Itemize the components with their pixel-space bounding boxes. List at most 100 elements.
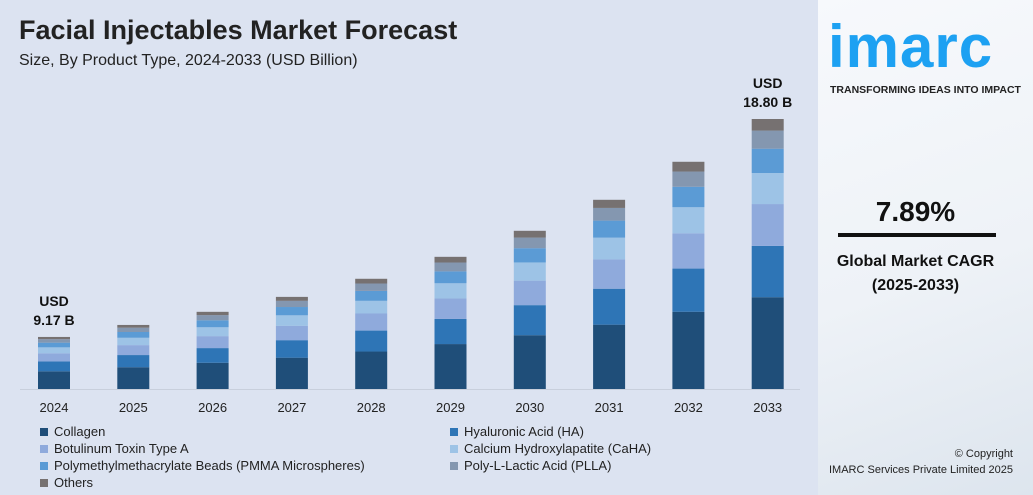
bar-segment-2026-5: [196, 315, 229, 321]
bar-segment-2029-1: [434, 318, 467, 345]
bar-segment-2030-3: [513, 262, 546, 281]
bar-segment-2031-4: [593, 220, 626, 238]
bar-segment-2030-2: [513, 280, 546, 306]
legend-label: Botulinum Toxin Type A: [54, 441, 189, 456]
bar-segment-2032-0: [672, 311, 705, 389]
bar-segment-2033-5: [751, 130, 784, 149]
bar-segment-2028-2: [355, 313, 388, 331]
legend-item: Others: [40, 475, 450, 491]
bar-segment-2030-1: [513, 305, 546, 336]
x-tick-label: 2028: [357, 400, 386, 415]
bar-segment-2031-5: [593, 207, 626, 221]
bar-segment-2024-0: [38, 371, 70, 389]
cagr-label: Global Market CAGR (2025-2033): [818, 250, 1013, 298]
legend-label: Hyaluronic Acid (HA): [464, 424, 584, 439]
legend-label: Polymethylmethacrylate Beads (PMMA Micro…: [54, 458, 365, 473]
bar-segment-2033-1: [751, 245, 784, 298]
bar-segment-2025-1: [117, 355, 150, 368]
bar-segment-2025-0: [117, 367, 150, 389]
x-tick-label: 2033: [753, 400, 782, 415]
x-tick-label: 2026: [198, 400, 227, 415]
bar-segment-2027-5: [275, 300, 308, 308]
legend-swatch: [40, 479, 48, 487]
legend-swatch: [450, 428, 458, 436]
legend-label: Collagen: [54, 424, 106, 439]
copyright-line2: IMARC Services Private Limited 2025: [828, 464, 1013, 476]
bar-segment-2030-0: [513, 335, 546, 389]
bar-segment-2025-5: [117, 327, 150, 332]
divider: [838, 233, 996, 237]
bar-segment-2031-0: [593, 324, 626, 389]
bar-segment-2029-3: [434, 283, 467, 299]
bar-chart: 2024 2025 2026 2027 2028 2029 2030 2031 2032 2033…: [20, 75, 800, 415]
bar-segment-2030-5: [513, 237, 546, 249]
x-tick-label: 2029: [436, 400, 465, 415]
bar-segment-2028-1: [355, 330, 388, 352]
bar-segment-2031-1: [593, 288, 626, 325]
bar-segment-2033-0: [751, 297, 784, 389]
x-tick-label: 2031: [595, 400, 624, 415]
bar-segment-2029-5: [434, 262, 467, 272]
bar-segment-2026-6: [196, 311, 229, 316]
bar-segment-2025-4: [117, 331, 150, 338]
legend-item: Collagen: [40, 424, 450, 440]
bar-segment-2032-1: [672, 268, 705, 312]
bar-segment-2032-6: [672, 161, 705, 172]
bar-segment-2025-6: [117, 324, 150, 328]
x-tick-label: 2030: [515, 400, 544, 415]
legend-swatch: [40, 462, 48, 470]
legend: Collagen Hyaluronic Acid (HA) Botulinum To…: [40, 424, 740, 491]
bar-segment-2027-1: [275, 340, 308, 358]
bar-segment-2029-0: [434, 344, 467, 389]
bar-segment-2031-6: [593, 199, 626, 208]
bar-segment-2028-3: [355, 300, 388, 314]
legend-swatch: [450, 445, 458, 453]
x-tick-label: 2032: [674, 400, 703, 415]
bar-segment-2024-4: [38, 342, 70, 348]
bar-segment-2028-5: [355, 283, 388, 291]
total-label-currency: USD: [753, 75, 783, 91]
bar-segment-2033-2: [751, 204, 784, 246]
info-panel: imarc TRANSFORMING IDEAS INTO IMPACT 7.8…: [818, 0, 1033, 495]
cagr-label-period: (2025-2033): [871, 277, 960, 294]
bar-segment-2026-0: [196, 362, 229, 389]
x-tick-label: 2027: [277, 400, 306, 415]
legend-item: Polymethylmethacrylate Beads (PMMA Micro…: [40, 458, 450, 474]
x-tick-label: 2025: [119, 400, 148, 415]
bar-segment-2024-3: [38, 347, 70, 354]
chart-subtitle: Size, By Product Type, 2024-2033 (USD Bi…: [19, 52, 358, 69]
bar-segment-2026-4: [196, 320, 229, 328]
total-label-value: 18.80 B: [743, 94, 792, 110]
bar-segment-2032-2: [672, 233, 705, 269]
legend-swatch: [40, 445, 48, 453]
bar-segment-2028-6: [355, 278, 388, 284]
copyright-line1: © Copyright: [954, 448, 1013, 460]
chart-panel: Facial Injectables Market Forecast Size,…: [0, 0, 818, 495]
chart-title: Facial Injectables Market Forecast: [19, 15, 458, 45]
bar-segment-2027-6: [275, 296, 308, 301]
bar-segment-2033-4: [751, 148, 784, 173]
bar-segment-2033-6: [751, 119, 784, 131]
bar-segment-2029-2: [434, 298, 467, 319]
imarc-logo: imarc: [828, 13, 994, 80]
bar-segment-2028-4: [355, 290, 388, 301]
bar-segment-2026-2: [196, 336, 229, 349]
bar-segment-2024-2: [38, 353, 70, 362]
bar-segment-2029-6: [434, 256, 467, 263]
legend-item: Hyaluronic Acid (HA): [450, 424, 740, 440]
bar-segment-2031-3: [593, 237, 626, 260]
bar-segment-2024-5: [38, 339, 70, 343]
bar-segment-2027-3: [275, 315, 308, 326]
bar-segment-2027-0: [275, 357, 308, 389]
bar-segment-2032-3: [672, 207, 705, 234]
copyright: © Copyright IMARC Services Private Limite…: [818, 446, 1013, 478]
legend-label: Others: [54, 475, 94, 490]
bar-segment-2030-6: [513, 230, 546, 238]
bar-segment-2025-3: [117, 337, 150, 346]
bar-segment-2027-2: [275, 325, 308, 341]
bar-segment-2026-1: [196, 348, 229, 363]
cagr-label-line1: Global Market CAGR: [836, 253, 995, 270]
cagr-value: 7.89%: [875, 196, 956, 227]
legend-label: Calcium Hydroxylapatite (CaHA): [464, 441, 652, 456]
legend-swatch: [40, 428, 48, 436]
